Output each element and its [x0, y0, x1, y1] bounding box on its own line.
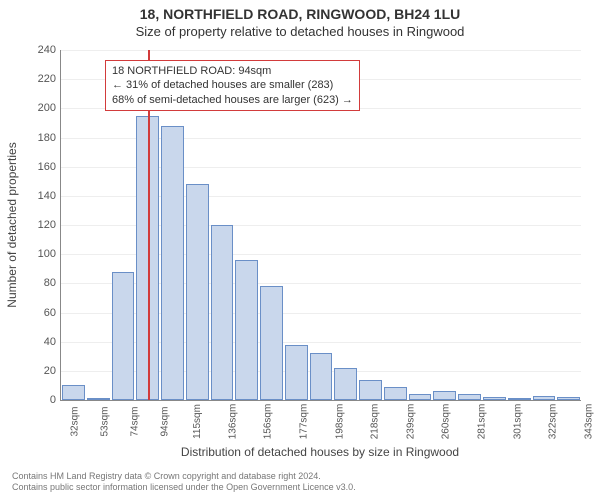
bar [186, 184, 209, 400]
x-tick-label: 136sqm [227, 404, 238, 440]
x-tick-label: 177sqm [298, 404, 309, 440]
bar [285, 345, 308, 400]
bar [533, 396, 556, 400]
bar [409, 394, 432, 400]
y-tick-label: 80 [26, 277, 56, 289]
bar [384, 387, 407, 400]
y-tick-label: 120 [26, 219, 56, 231]
bar [235, 260, 258, 400]
x-axis-ticks: 32sqm53sqm74sqm94sqm115sqm136sqm156sqm17… [60, 402, 580, 413]
bar [161, 126, 184, 400]
annotation-line: 18 NORTHFIELD ROAD: 94sqm [112, 64, 353, 78]
x-tick-label: 260sqm [441, 404, 452, 440]
y-tick-label: 40 [26, 336, 56, 348]
y-axis-label: Number of detached properties [5, 142, 19, 307]
y-tick-label: 140 [26, 190, 56, 202]
bar [557, 397, 580, 400]
y-tick-label: 0 [26, 394, 56, 406]
annotation-box: 18 NORTHFIELD ROAD: 94sqm ← 31% of detac… [105, 60, 360, 111]
x-tick-label: 218sqm [370, 404, 381, 440]
bar [62, 385, 85, 400]
y-tick-label: 20 [26, 365, 56, 377]
copyright-notice: Contains HM Land Registry data © Crown c… [12, 471, 356, 494]
x-axis-label: Distribution of detached houses by size … [60, 445, 580, 459]
x-tick-label: 198sqm [334, 404, 345, 440]
annotation-line: 68% of semi-detached houses are larger (… [112, 93, 353, 107]
x-tick-label: 281sqm [476, 404, 487, 440]
y-tick-label: 240 [26, 44, 56, 56]
bar [458, 394, 481, 400]
bar [508, 398, 531, 400]
x-tick-label: 322sqm [547, 404, 558, 440]
bar [310, 353, 333, 400]
bar [87, 398, 110, 400]
copyright-line: Contains HM Land Registry data © Crown c… [12, 471, 356, 483]
plot-area: 18 NORTHFIELD ROAD: 94sqm ← 31% of detac… [60, 50, 581, 401]
x-tick-label: 239sqm [405, 404, 416, 440]
bar [433, 391, 456, 400]
x-tick-label: 74sqm [130, 406, 141, 436]
x-tick-label: 94sqm [160, 406, 171, 436]
x-tick-label: 301sqm [512, 404, 523, 440]
x-tick-label: 115sqm [192, 404, 203, 439]
x-tick-label: 343sqm [583, 404, 594, 440]
page-title: 18, NORTHFIELD ROAD, RINGWOOD, BH24 1LU [0, 0, 600, 22]
y-tick-label: 160 [26, 161, 56, 173]
bar [359, 380, 382, 400]
bar [260, 286, 283, 400]
page-subtitle: Size of property relative to detached ho… [0, 22, 600, 39]
bar [112, 272, 135, 400]
y-tick-label: 220 [26, 73, 56, 85]
histogram-chart: 18 NORTHFIELD ROAD: 94sqm ← 31% of detac… [60, 50, 580, 400]
bar [483, 397, 506, 400]
y-tick-label: 180 [26, 132, 56, 144]
annotation-line: ← 31% of detached houses are smaller (28… [112, 78, 353, 92]
y-tick-label: 60 [26, 307, 56, 319]
bar [334, 368, 357, 400]
bar [211, 225, 234, 400]
x-tick-label: 156sqm [263, 404, 274, 440]
y-tick-label: 100 [26, 248, 56, 260]
y-tick-label: 200 [26, 102, 56, 114]
x-tick-label: 32sqm [70, 406, 81, 436]
x-tick-label: 53sqm [100, 406, 111, 436]
copyright-line: Contains public sector information licen… [12, 482, 356, 494]
